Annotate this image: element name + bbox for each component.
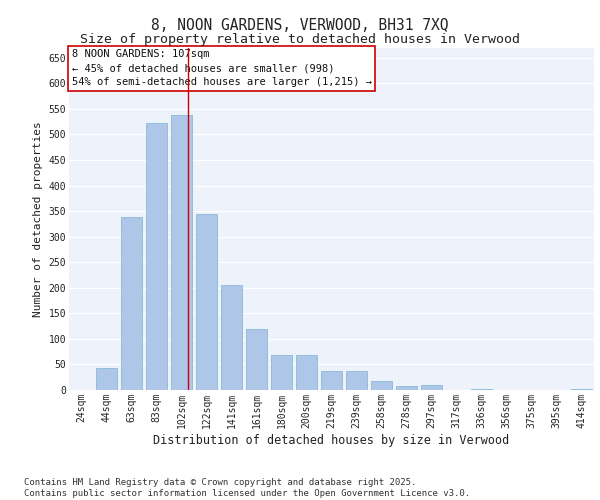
Bar <box>571 389 592 390</box>
X-axis label: Distribution of detached houses by size in Verwood: Distribution of detached houses by size … <box>154 434 509 446</box>
Bar <box>271 355 292 390</box>
Text: 8 NOON GARDENS: 107sqm
← 45% of detached houses are smaller (998)
54% of semi-de: 8 NOON GARDENS: 107sqm ← 45% of detached… <box>71 49 371 87</box>
Bar <box>296 355 317 390</box>
Text: Size of property relative to detached houses in Verwood: Size of property relative to detached ho… <box>80 32 520 46</box>
Text: Contains HM Land Registry data © Crown copyright and database right 2025.
Contai: Contains HM Land Registry data © Crown c… <box>24 478 470 498</box>
Bar <box>246 328 267 390</box>
Bar <box>96 368 117 390</box>
Y-axis label: Number of detached properties: Number of detached properties <box>33 121 43 316</box>
Bar <box>221 284 242 390</box>
Bar <box>196 214 217 390</box>
Bar <box>396 386 417 390</box>
Bar <box>371 381 392 390</box>
Bar <box>121 217 142 390</box>
Bar <box>471 389 492 390</box>
Bar <box>146 123 167 390</box>
Text: 8, NOON GARDENS, VERWOOD, BH31 7XQ: 8, NOON GARDENS, VERWOOD, BH31 7XQ <box>151 18 449 32</box>
Bar <box>421 385 442 390</box>
Bar <box>171 115 192 390</box>
Bar <box>346 370 367 390</box>
Bar <box>321 370 342 390</box>
